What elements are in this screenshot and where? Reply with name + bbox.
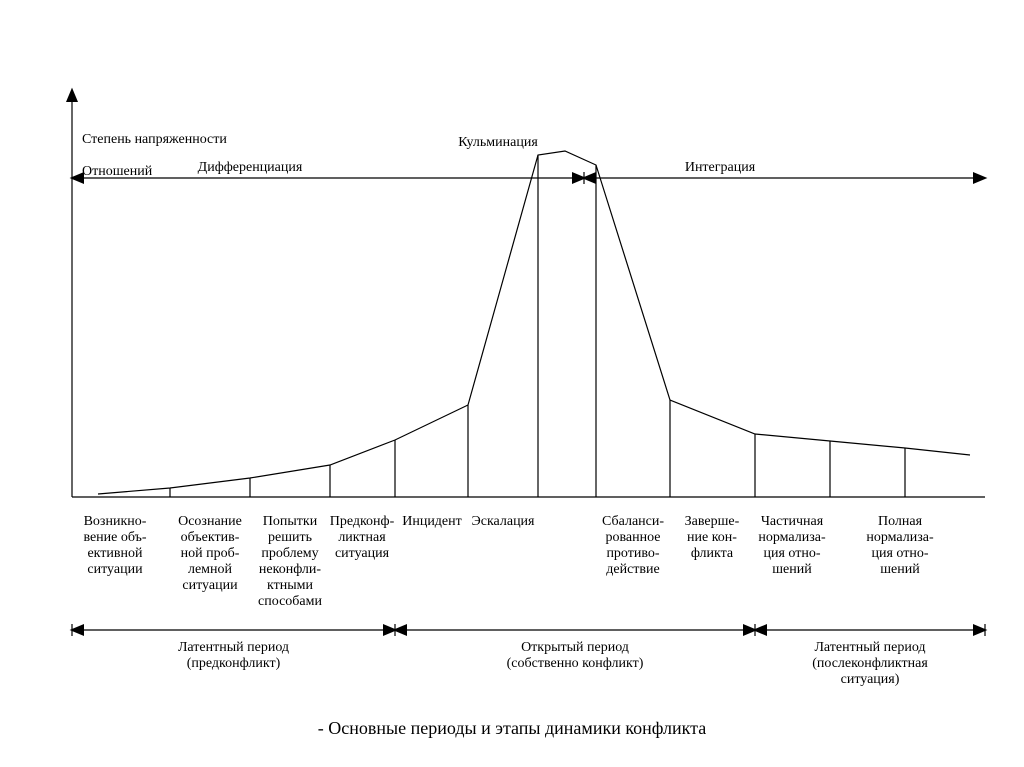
- stage-label: Сбаланси- рованное противо- действие: [589, 514, 677, 578]
- stage-label: Заверше- ние кон- фликта: [668, 514, 756, 562]
- y-axis-title-line2: Отношений: [82, 164, 152, 179]
- phase-differentiation-label: Дифференциация: [150, 160, 350, 176]
- period-label: Латентный период (предконфликт): [124, 640, 344, 672]
- stage-label: Частичная нормализа- ция отно- шений: [748, 514, 836, 578]
- diagram-caption: - Основные периоды и этапы динамики конф…: [0, 718, 1024, 739]
- caption-prefix: -: [318, 718, 329, 738]
- y-axis-title-line1: Степень напряженности: [82, 132, 227, 147]
- stage-label: Полная нормализа- ция отно- шений: [856, 514, 944, 578]
- caption-text: Основные периоды и этапы динамики конфли…: [328, 718, 706, 738]
- phase-integration-label: Интеграция: [620, 160, 820, 176]
- period-label: Латентный период (послеконфликтная ситуа…: [760, 640, 980, 688]
- stage-label: Осознание объектив- ной проб- лемной сит…: [166, 514, 254, 594]
- period-label: Открытый период (собственно конфликт): [465, 640, 685, 672]
- stage-label: Эскалация: [459, 514, 547, 530]
- tension-curve: [98, 151, 970, 494]
- diagram-root: Степень напряженности Отношений Кульмина…: [0, 0, 1024, 767]
- stage-label: Возникно- вение объ- ективной ситуации: [71, 514, 159, 578]
- culmination-label: Кульминация: [428, 135, 568, 151]
